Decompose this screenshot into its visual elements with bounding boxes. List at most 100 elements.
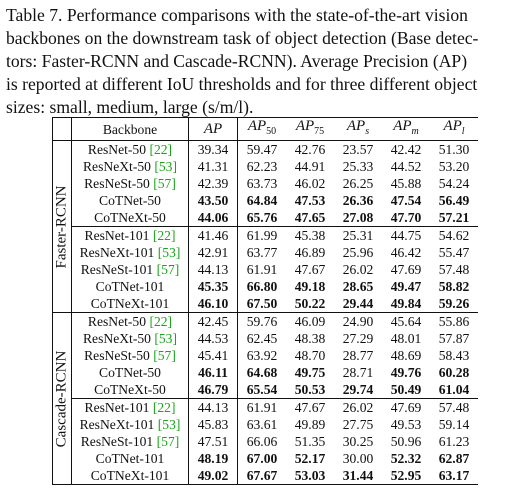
citation-link[interactable]: [53] <box>154 331 178 346</box>
column-header-sub: l <box>461 126 465 137</box>
metric-cell: 44.53 <box>188 330 238 347</box>
metric-cell: 45.35 <box>188 278 238 295</box>
citation-link[interactable]: [22] <box>152 228 176 243</box>
metric-cell: 48.19 <box>188 450 238 467</box>
backbone-cell: ResNeXt-50 [53] <box>71 158 189 175</box>
backbone-name: CoTNeXt-101 <box>90 296 170 311</box>
metric-cell: 24.90 <box>334 312 382 330</box>
backbone-name: ResNeXt-101 <box>79 417 155 432</box>
citation-link[interactable]: [22] <box>152 400 176 415</box>
metric-cell: 29.74 <box>342 382 374 397</box>
metric-cell: 44.75 <box>382 226 430 244</box>
metric-cell: 41.31 <box>188 158 238 175</box>
metric-cell: 66.80 <box>246 279 278 294</box>
metric-cell: 61.91 <box>237 398 286 416</box>
table-row: CoTNeXt-50 44.06 65.76 47.65 27.08 47.70 57.21 <box>53 209 479 227</box>
table-row: ResNet-101 [22] 41.46 61.99 45.38 25.31 44.75… <box>53 226 478 244</box>
metric-cell: 54.62 <box>430 226 478 244</box>
citation-link[interactable]: [57] <box>156 262 180 277</box>
backbone-name: ResNet-50 <box>87 142 147 157</box>
table-row: CoTNeXt-101 46.10 67.50 50.22 29.44 49.84 59.2… <box>53 295 479 313</box>
metric-cell: 58.43 <box>438 348 470 363</box>
metric-cell: 57.21 <box>438 210 470 225</box>
backbone-name: CoTNeXt-101 <box>90 468 170 483</box>
metric-cell: 42.91 <box>188 244 238 261</box>
metric-cell: 48.69 <box>390 348 422 363</box>
metric-cell: 49.75 <box>294 365 326 380</box>
metric-cell: 28.77 <box>342 348 374 363</box>
citation-link[interactable]: [22] <box>149 142 173 157</box>
metric-cell: 47.70 <box>390 210 422 225</box>
backbone-name: ResNeSt-101 <box>80 262 154 277</box>
caption-line: sizes: small, medium, large (s/m/l). <box>6 97 254 117</box>
header-row: Backbone AP AP50 AP75 APs APm APl <box>52 117 478 141</box>
metric-cell: 45.38 <box>286 226 334 244</box>
table-row: CoTNet-101 48.19 67.00 52.17 30.00 52.32 62.87 <box>53 450 479 467</box>
metric-cell: 23.57 <box>334 140 382 158</box>
backbone-cell: CoTNeXt-50 <box>71 209 189 227</box>
metric-cell: 62.87 <box>438 451 470 466</box>
backbone-cell: CoTNet-50 <box>71 364 189 381</box>
metric-cell: 48.38 <box>294 331 326 346</box>
table-row: CoTNet-50 43.50 64.84 47.53 26.36 47.54 56.49 <box>53 192 479 209</box>
backbone-cell: ResNeSt-50 [57] <box>71 347 189 364</box>
metric-cell: 50.22 <box>294 296 326 311</box>
metric-cell: 57.48 <box>438 262 470 277</box>
metric-cell: 49.53 <box>390 417 422 432</box>
citation-link[interactable]: [53] <box>154 159 178 174</box>
metric-cell: 63.17 <box>430 467 478 485</box>
metric-cell: 41.46 <box>188 226 238 244</box>
metric-cell: 65.54 <box>246 382 278 397</box>
column-header-base: AP <box>295 118 315 134</box>
metric-cell: 60.28 <box>438 365 470 380</box>
citation-link[interactable]: [57] <box>153 176 176 191</box>
metric-cell: 46.09 <box>286 312 334 330</box>
metric-cell: 39.34 <box>188 140 238 158</box>
metric-cell: 46.89 <box>294 245 326 260</box>
metric-cell: 47.54 <box>390 193 422 208</box>
citation-link[interactable]: [53] <box>157 417 181 432</box>
backbone-cell: CoTNeXt-101 <box>71 467 189 485</box>
metric-cell: 49.02 <box>188 467 238 485</box>
backbone-cell: ResNet-50 [22] <box>71 312 189 330</box>
backbone-name: ResNeXt-101 <box>79 245 155 260</box>
citation-link[interactable]: [22] <box>149 314 173 329</box>
detector-group-cell: Faster-RCNN <box>52 140 72 313</box>
metric-cell: 55.86 <box>430 312 478 330</box>
backbone-name: ResNeSt-50 <box>84 348 150 363</box>
backbone-name: ResNeSt-101 <box>80 434 154 449</box>
metric-cell: 61.91 <box>246 262 278 277</box>
metric-cell: 30.00 <box>342 451 374 466</box>
caption-line: Table 7. Performance comparisons with th… <box>6 5 468 25</box>
metric-cell: 42.39 <box>188 175 238 192</box>
metric-cell: 45.88 <box>390 176 422 191</box>
metric-cell: 63.92 <box>246 348 278 363</box>
citation-link[interactable]: [53] <box>157 245 181 260</box>
metric-cell: 55.47 <box>438 245 470 260</box>
metric-cell: 59.14 <box>438 417 470 432</box>
backbone-header: Backbone <box>71 117 189 141</box>
metric-cell: 53.20 <box>438 159 470 174</box>
metric-cell: 47.69 <box>382 398 430 416</box>
metric-cell: 53.03 <box>286 467 334 485</box>
column-header: AP50 <box>237 117 286 141</box>
backbone-cell: CoTNet-101 <box>71 450 189 467</box>
citation-link[interactable]: [57] <box>156 434 180 449</box>
metric-cell: 58.82 <box>438 279 470 294</box>
metric-cell: 67.50 <box>246 296 278 311</box>
table-row: CoTNeXt-101 49.02 67.67 53.03 31.44 52.95 63.1… <box>53 467 478 485</box>
backbone-cell: ResNet-101 [22] <box>71 398 189 416</box>
citation-link[interactable]: [57] <box>153 348 176 363</box>
metric-cell: 47.67 <box>286 398 334 416</box>
column-header-sub: 50 <box>266 126 277 137</box>
metric-cell: 46.79 <box>188 381 238 399</box>
column-header-sub: 75 <box>314 126 325 137</box>
table-row: ResNeXt-50 [53] 44.53 62.45 48.38 27.29 48.01… <box>53 330 479 347</box>
table-row: ResNeXt-101 [53] 45.83 63.61 49.89 27.75 49.5… <box>53 416 479 433</box>
metric-cell: 52.32 <box>390 451 422 466</box>
metric-cell: 25.31 <box>334 226 382 244</box>
table-row: ResNet-101 [22] 44.13 61.91 47.67 26.02 47.69… <box>53 398 478 416</box>
metric-cell: 44.13 <box>188 398 238 416</box>
metric-cell: 67.67 <box>237 467 286 485</box>
column-header: APl <box>430 117 478 141</box>
